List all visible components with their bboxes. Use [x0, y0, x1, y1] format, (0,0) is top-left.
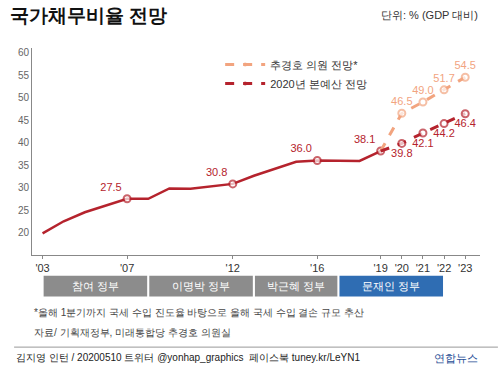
svg-text:*올해 1분기까지 국세 수입 진도율 바탕으로 올해 국세: *올해 1분기까지 국세 수입 진도율 바탕으로 올해 국세 수입 결손 규모 …	[34, 307, 364, 318]
svg-text:25: 25	[18, 205, 30, 216]
svg-text:50: 50	[18, 92, 30, 103]
svg-text:'19: '19	[374, 262, 388, 274]
svg-text:단위: % (GDP 대비): 단위: % (GDP 대비)	[381, 9, 478, 21]
svg-text:40: 40	[18, 137, 30, 148]
svg-text:'07: '07	[120, 262, 134, 274]
svg-text:'12: '12	[226, 262, 240, 274]
svg-text:30.8: 30.8	[206, 166, 227, 178]
svg-text:36.0: 36.0	[290, 142, 311, 154]
svg-text:김지영 인턴 / 20200510 트위터 @yonhap_: 김지영 인턴 / 20200510 트위터 @yonhap_graphics 페…	[16, 352, 360, 363]
svg-text:'21: '21	[416, 262, 430, 274]
svg-text:'16: '16	[310, 262, 324, 274]
svg-text:42.1: 42.1	[412, 137, 433, 149]
svg-text:이명박 정부: 이명박 정부	[172, 280, 230, 292]
svg-text:54.5: 54.5	[454, 59, 475, 71]
svg-text:45: 45	[18, 115, 30, 126]
svg-text:44.2: 44.2	[433, 127, 454, 139]
svg-text:문재인 정부: 문재인 정부	[362, 280, 420, 292]
svg-text:60: 60	[18, 47, 30, 58]
svg-text:49.0: 49.0	[412, 84, 433, 96]
svg-text:55: 55	[18, 70, 30, 81]
svg-text:51.7: 51.7	[433, 72, 454, 84]
svg-text:46.4: 46.4	[454, 117, 475, 129]
svg-text:국가채무비율 전망: 국가채무비율 전망	[10, 5, 167, 26]
svg-text:박근혜 정부: 박근혜 정부	[267, 280, 325, 292]
svg-text:2020년 본예산 전망: 2020년 본예산 전망	[270, 78, 367, 90]
svg-text:자료/ 기획재정부, 미래통합당 추경호 의원실: 자료/ 기획재정부, 미래통합당 추경호 의원실	[34, 327, 231, 338]
svg-text:연합뉴스: 연합뉴스	[434, 352, 478, 364]
svg-text:30: 30	[18, 182, 30, 193]
svg-text:38.1: 38.1	[354, 133, 375, 145]
svg-text:35: 35	[18, 160, 30, 171]
svg-text:27.5: 27.5	[100, 181, 121, 193]
svg-text:'22: '22	[437, 262, 451, 274]
svg-text:20: 20	[18, 227, 30, 238]
svg-text:46.5: 46.5	[391, 95, 412, 107]
svg-text:추경호 의원 전망*: 추경호 의원 전망*	[270, 59, 358, 71]
svg-text:'23: '23	[458, 262, 472, 274]
svg-text:39.8: 39.8	[391, 147, 412, 159]
svg-text:'20: '20	[395, 262, 409, 274]
svg-text:참여 정부: 참여 정부	[72, 280, 119, 292]
svg-text:'03: '03	[35, 262, 49, 274]
